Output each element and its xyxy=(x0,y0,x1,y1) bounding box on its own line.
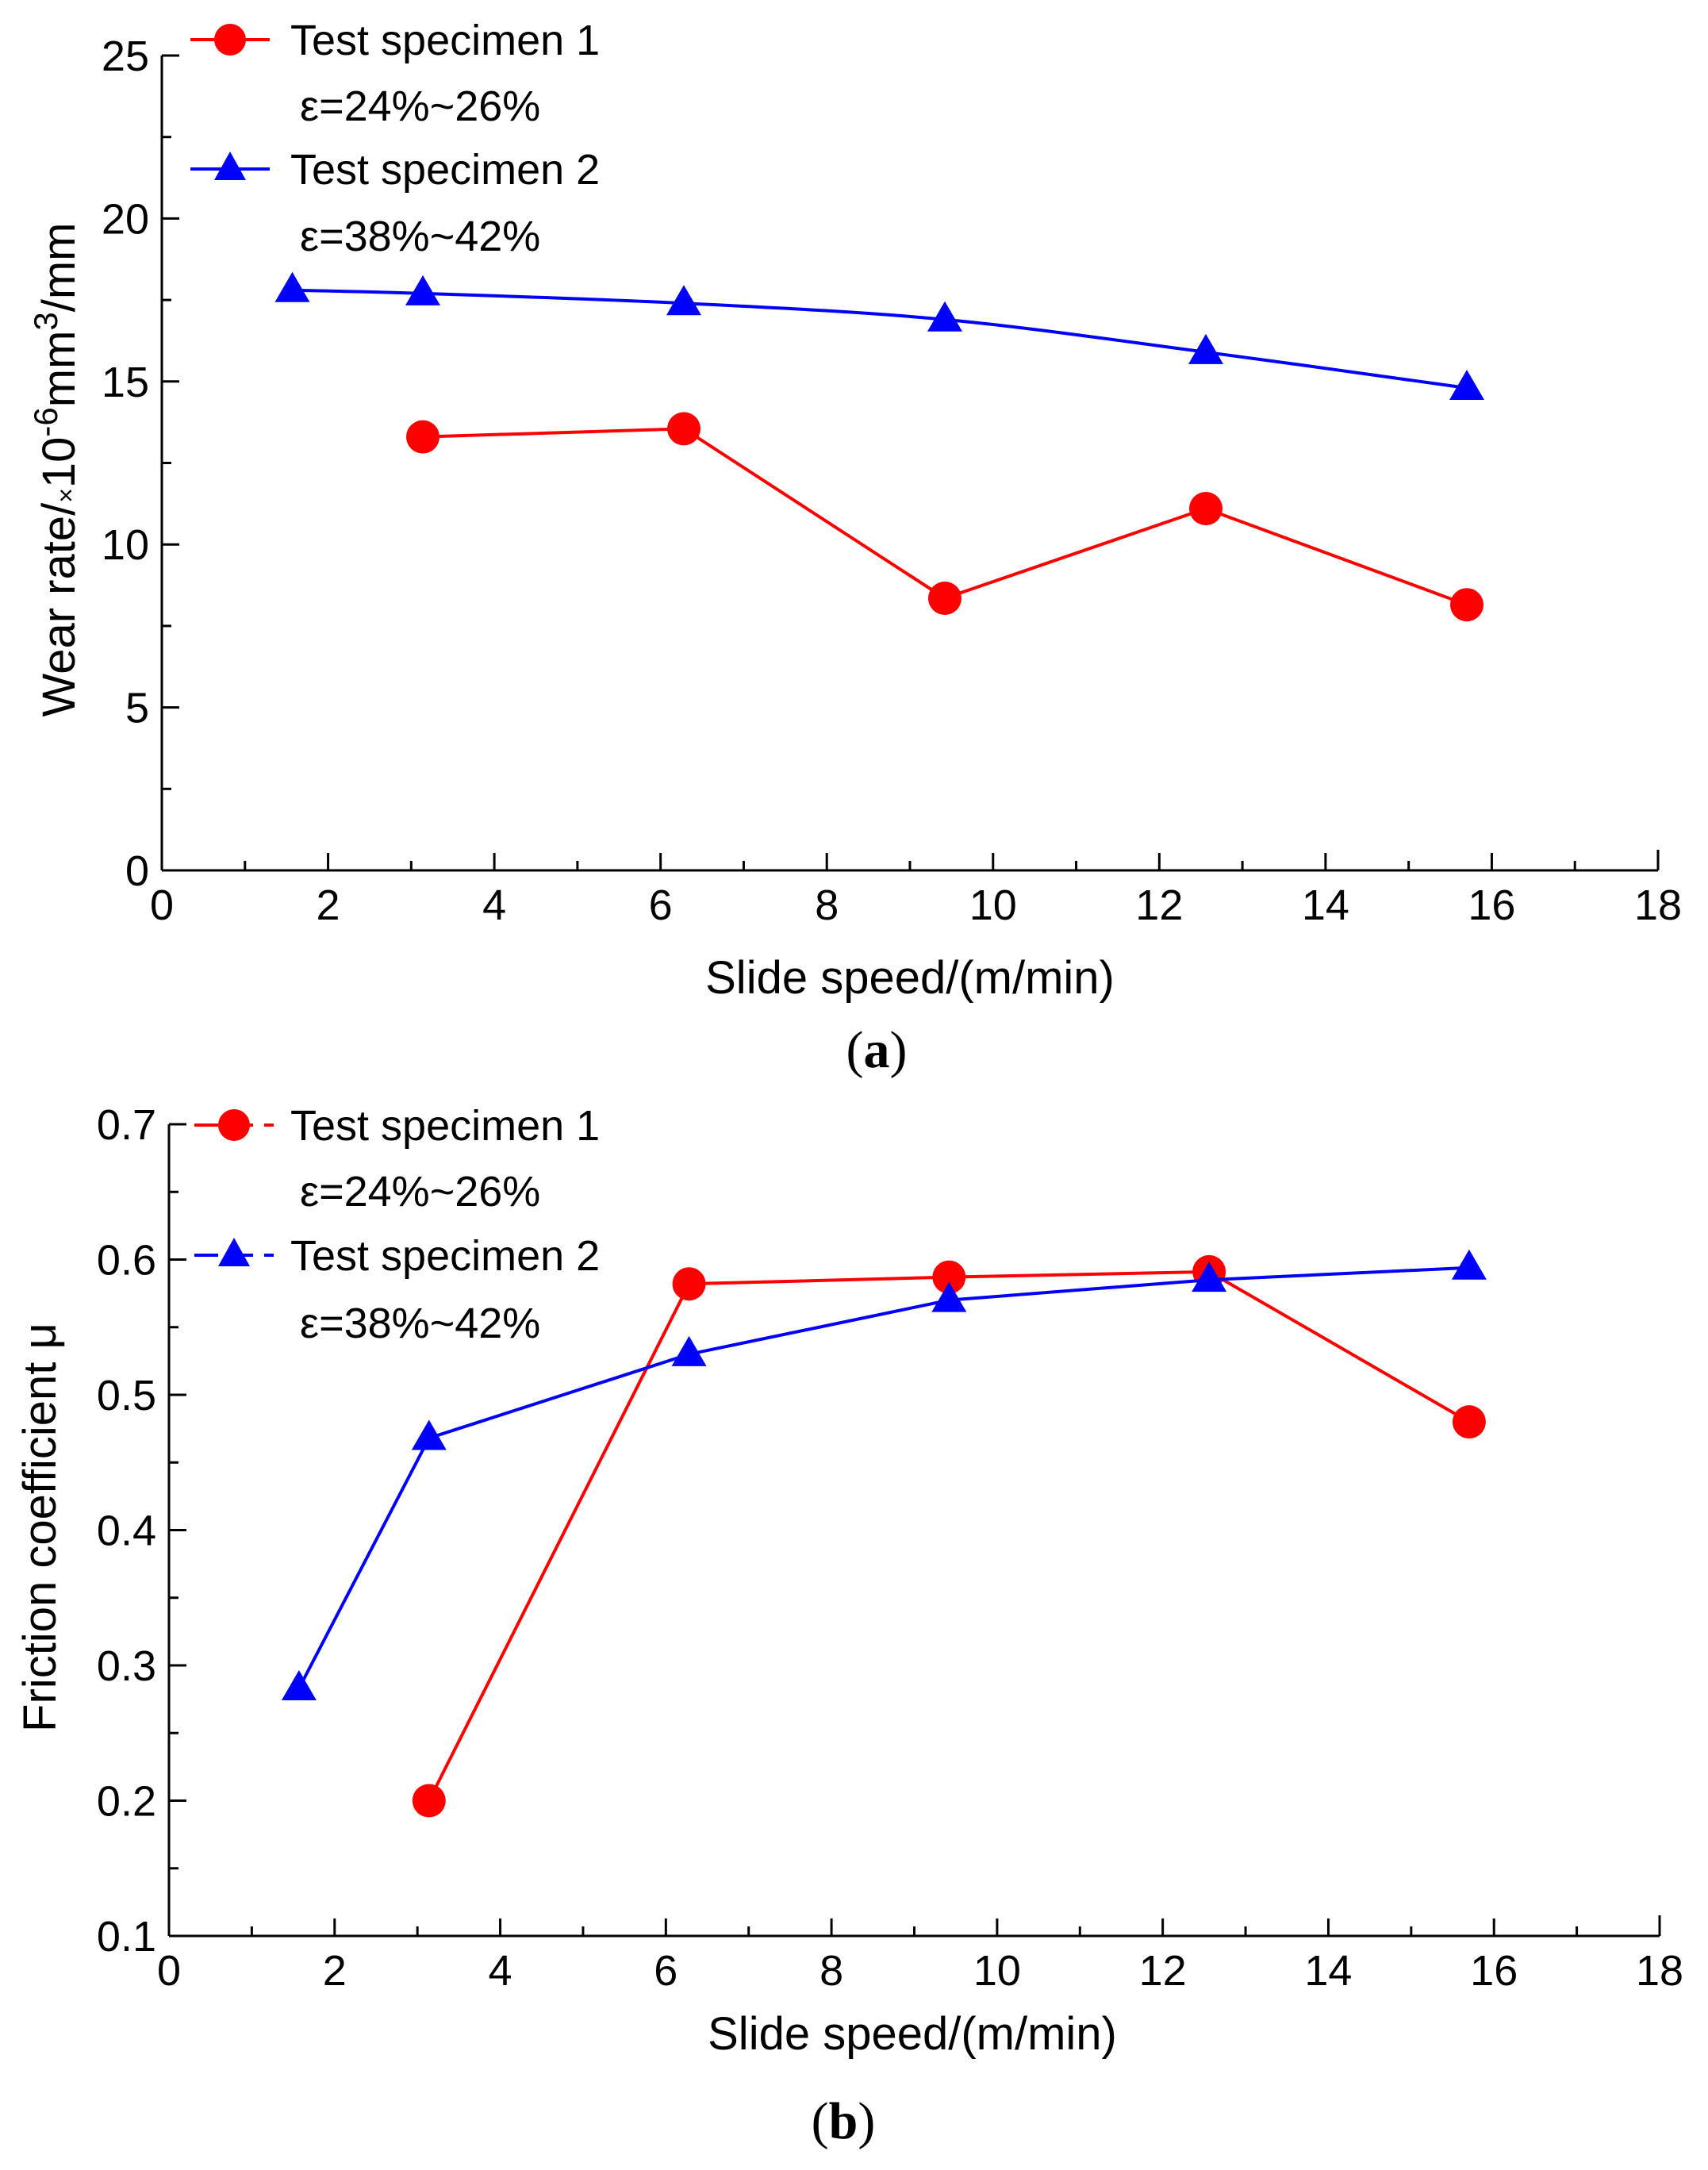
legend-b-label-specimen-2: Test specimen 2 xyxy=(290,1232,600,1280)
legend-b-marker-specimen-1 xyxy=(218,1109,250,1141)
data-point-specimen-1 xyxy=(1452,1405,1486,1439)
panel-a-label: (a) xyxy=(846,1021,908,1079)
x-tick-label: 10 xyxy=(973,1947,1021,1995)
panel-b-label: (b) xyxy=(812,2092,876,2150)
x-tick-label: 16 xyxy=(1468,881,1515,929)
y-tick-label: 0 xyxy=(125,847,149,895)
panel-b-series xyxy=(281,1249,1487,1818)
x-tick-label: 0 xyxy=(150,881,174,929)
data-point-specimen-1 xyxy=(672,1267,706,1301)
panel-a-y-axis-title: Wear rate/×10-6mm3/mm xyxy=(27,222,85,716)
data-point-specimen-2 xyxy=(1188,333,1224,364)
x-tick-label: 12 xyxy=(1139,1947,1187,1995)
x-tick-label: 4 xyxy=(482,881,506,929)
data-point-specimen-2 xyxy=(411,1419,447,1450)
legend-a-label-specimen-2: Test specimen 2 xyxy=(290,146,600,194)
panel-b-x-axis-title: Slide speed/(m/min) xyxy=(708,2008,1117,2060)
panel-b-x-ticks: 0 2 4 6 8 10 12 14 16 18 xyxy=(157,1918,1683,1995)
series-line-specimen-1 xyxy=(422,427,1468,607)
data-point-specimen-2 xyxy=(1192,1262,1227,1292)
legend-a-marker-specimen-2 xyxy=(214,152,246,180)
data-point-specimen-2 xyxy=(927,301,963,332)
legend-b-sublabel-specimen-1: ε=24%~26% xyxy=(300,1168,540,1216)
x-tick-label: 18 xyxy=(1634,881,1682,929)
legend-a-marker-specimen-1 xyxy=(214,24,246,56)
data-point-specimen-1 xyxy=(932,1260,966,1294)
data-point-specimen-2 xyxy=(274,271,310,302)
series-line-specimen-2 xyxy=(297,1266,1470,1689)
x-tick-label: 8 xyxy=(819,1947,843,1995)
panel-a-legend: Test specimen 1 ε=24%~26% Test specimen … xyxy=(190,17,600,260)
x-tick-label: 14 xyxy=(1302,881,1349,929)
legend-a-sublabel-specimen-1: ε=24%~26% xyxy=(300,83,540,130)
data-point-specimen-2 xyxy=(671,1335,707,1366)
x-tick-label: 2 xyxy=(323,1947,347,1995)
y-tick-label: 0.5 xyxy=(97,1372,156,1419)
data-point-specimen-2 xyxy=(931,1281,967,1312)
data-point-specimen-2 xyxy=(1449,370,1485,401)
panel-a-series xyxy=(274,271,1485,622)
legend-b-label-specimen-1: Test specimen 1 xyxy=(290,1102,600,1150)
panel-a-chart: 0 2 4 6 8 10 12 14 16 18 0 5 10 15 20 25 Test specimen… xyxy=(27,17,1682,1079)
y-tick-label: 0.1 xyxy=(97,1913,156,1961)
data-point-specimen-1 xyxy=(406,420,440,454)
data-point-specimen-1 xyxy=(1450,588,1484,622)
legend-a-label-specimen-1: Test specimen 1 xyxy=(290,17,600,64)
panel-b-y-ticks: 0.1 0.2 0.3 0.4 0.5 0.6 0.7 xyxy=(97,1101,186,1961)
x-tick-label: 2 xyxy=(317,881,340,929)
y-tick-label: 0.4 xyxy=(97,1507,156,1555)
series-line-specimen-2 xyxy=(292,288,1468,390)
y-tick-label: 0.2 xyxy=(97,1778,156,1826)
panel-b-y-axis-title: Friction coefficient μ xyxy=(14,1323,66,1732)
y-tick-label: 15 xyxy=(102,359,149,406)
x-tick-label: 16 xyxy=(1470,1947,1518,1995)
data-point-specimen-1 xyxy=(1189,492,1223,526)
legend-b-marker-specimen-2 xyxy=(218,1238,250,1266)
y-tick-label: 0.7 xyxy=(97,1101,156,1149)
x-tick-label: 6 xyxy=(654,1947,677,1995)
series-line-specimen-1 xyxy=(427,1269,1470,1802)
x-tick-label: 12 xyxy=(1135,881,1183,929)
x-tick-label: 4 xyxy=(489,1947,512,1995)
panel-a-x-ticks: 0 2 4 6 8 10 12 14 16 18 xyxy=(150,853,1682,929)
data-point-specimen-1 xyxy=(412,1784,446,1818)
y-tick-label: 0.3 xyxy=(97,1642,156,1690)
data-point-specimen-2 xyxy=(666,285,702,316)
x-tick-label: 0 xyxy=(157,1947,181,1995)
x-tick-label: 18 xyxy=(1636,1947,1683,1995)
data-point-specimen-2 xyxy=(1451,1249,1487,1280)
panel-a-x-axis-title: Slide speed/(m/min) xyxy=(705,952,1115,1004)
x-tick-label: 8 xyxy=(815,881,839,929)
panel-a-y-ticks: 0 5 10 15 20 25 xyxy=(102,33,179,895)
panel-b-legend: Test specimen 1 ε=24%~26% Test specimen … xyxy=(194,1102,600,1347)
legend-a-sublabel-specimen-2: ε=38%~42% xyxy=(300,213,540,260)
panel-b-chart: 0 2 4 6 8 10 12 14 16 18 0.1 0.2 0.3 0.4 0.5 0.6 0.7 Te… xyxy=(14,1101,1683,2150)
data-point-specimen-2 xyxy=(281,1669,317,1700)
data-point-specimen-1 xyxy=(667,412,701,446)
y-tick-label: 0.6 xyxy=(97,1237,156,1285)
x-tick-label: 14 xyxy=(1304,1947,1352,1995)
y-tick-label: 5 xyxy=(125,685,149,732)
y-tick-label: 10 xyxy=(102,521,149,569)
x-tick-label: 6 xyxy=(649,881,673,929)
data-point-specimen-1 xyxy=(928,581,962,615)
x-tick-label: 10 xyxy=(969,881,1017,929)
y-tick-label: 20 xyxy=(102,195,149,243)
legend-b-sublabel-specimen-2: ε=38%~42% xyxy=(300,1300,540,1347)
y-tick-label: 25 xyxy=(102,33,149,80)
data-point-specimen-2 xyxy=(405,275,441,305)
